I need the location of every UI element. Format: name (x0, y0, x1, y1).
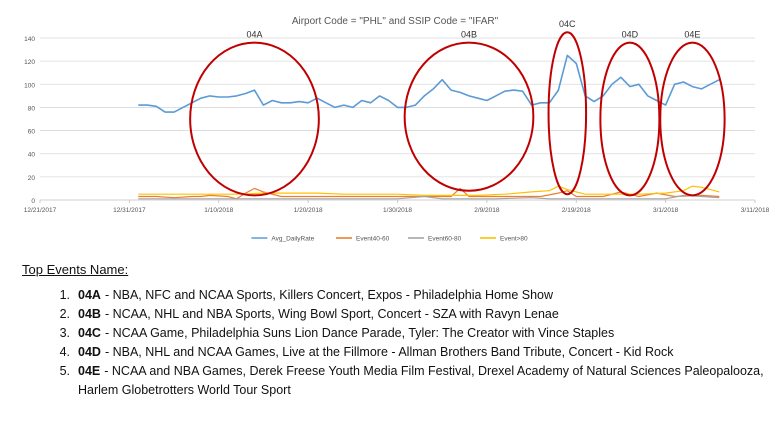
annotation-label: 04C (559, 19, 576, 29)
y-tick-label: 40 (28, 152, 36, 159)
x-tick-label: 1/20/2018 (294, 207, 323, 214)
x-tick-label: 2/19/2018 (562, 207, 591, 214)
annotation-ellipse (599, 41, 661, 197)
event-description: - NCAA and NBA Games, Derek Freese Youth… (78, 364, 764, 397)
annotation-label: 04D (622, 30, 639, 40)
series-line-event-80 (138, 185, 720, 196)
x-tick-label: 12/21/2017 (24, 207, 57, 214)
events-title: Top Events Name: (22, 262, 129, 277)
event-code: 04B (78, 307, 101, 321)
gridlines (40, 37, 755, 201)
x-tick-label: 2/9/2018 (474, 207, 500, 214)
event-annotations: 04A 04B 04C 04D 04E (189, 19, 726, 197)
annotation-ellipse (403, 41, 535, 192)
event-code: 04D (78, 345, 101, 359)
legend-label: Event60-80 (428, 236, 462, 243)
annotation-label: 04A (246, 30, 262, 40)
event-description: - NCAA, NHL and NBA Sports, Wing Bowl Sp… (104, 307, 559, 321)
event-description: - NCAA Game, Philadelphia Suns Lion Danc… (104, 326, 615, 340)
event-description: - NBA, NHL and NCAA Games, Live at the F… (104, 345, 674, 359)
event-number: 3. (59, 326, 70, 340)
event-code: 04E (78, 364, 101, 378)
annotation-label: 04B (461, 30, 477, 40)
event-code: 04A (78, 288, 101, 302)
legend-label: Avg_DailyRate (271, 236, 314, 243)
y-tick-label: 140 (24, 36, 35, 43)
y-tick-label: 100 (24, 82, 35, 89)
y-tick-label: 120 (24, 59, 35, 66)
event-number: 2. (59, 307, 70, 321)
legend-label: Event>80 (500, 236, 528, 243)
y-tick-label: 20 (28, 175, 36, 182)
legend-label: Event40-60 (356, 236, 390, 243)
y-tick-label: 0 (31, 198, 35, 205)
annotation-ellipse (547, 31, 588, 196)
y-axis-ticks: 0 20 40 60 80 100 120 140 (24, 36, 35, 205)
x-tick-label: 3/1/2018 (653, 207, 679, 214)
event-number: 4. (59, 345, 70, 359)
annotation-ellipse (659, 41, 726, 197)
event-item: 4. 04D - NBA, NHL and NCAA Games, Live at… (40, 343, 770, 362)
y-tick-label: 60 (28, 129, 36, 136)
series-line-event60-80 (138, 194, 720, 200)
event-number: 1. (59, 288, 70, 302)
event-description: - NBA, NFC and NCAA Sports, Killers Conc… (104, 288, 554, 302)
x-tick-label: 12/31/2017 (113, 207, 146, 214)
event-item: 2. 04B - NCAA, NHL and NBA Sports, Wing B… (40, 305, 770, 324)
x-axis-ticks: 12/21/2017 12/31/2017 1/10/2018 1/20/2018 1/… (24, 200, 770, 214)
event-item: 1. 04A - NBA, NFC and NCAA Sports, Killer… (40, 286, 770, 305)
event-number: 5. (59, 364, 70, 378)
series-lines (138, 54, 720, 200)
series-line-avg-dailyrate (138, 54, 720, 113)
annotation-ellipse (189, 41, 320, 197)
x-tick-label: 3/11/2018 (741, 207, 770, 214)
event-item: 5. 04E - NCAA and NBA Games, Derek Freese… (40, 362, 770, 400)
chart-title: Airport Code = "PHL" and SSIP Code = "IF… (292, 16, 499, 27)
events-list: 1. 04A - NBA, NFC and NCAA Sports, Killer… (40, 286, 770, 400)
line-chart: Airport Code = "PHL" and SSIP Code = "IF… (24, 16, 770, 243)
event-item: 3. 04C - NCAA Game, Philadelphia Suns Lio… (40, 324, 770, 343)
event-code: 04C (78, 326, 101, 340)
y-tick-label: 80 (28, 105, 36, 112)
x-tick-label: 1/10/2018 (204, 207, 233, 214)
annotation-label: 04E (684, 30, 700, 40)
legend: Avg_DailyRate Event40-60 Event60-80 Event>8… (251, 236, 528, 243)
x-tick-label: 1/30/2018 (383, 207, 412, 214)
